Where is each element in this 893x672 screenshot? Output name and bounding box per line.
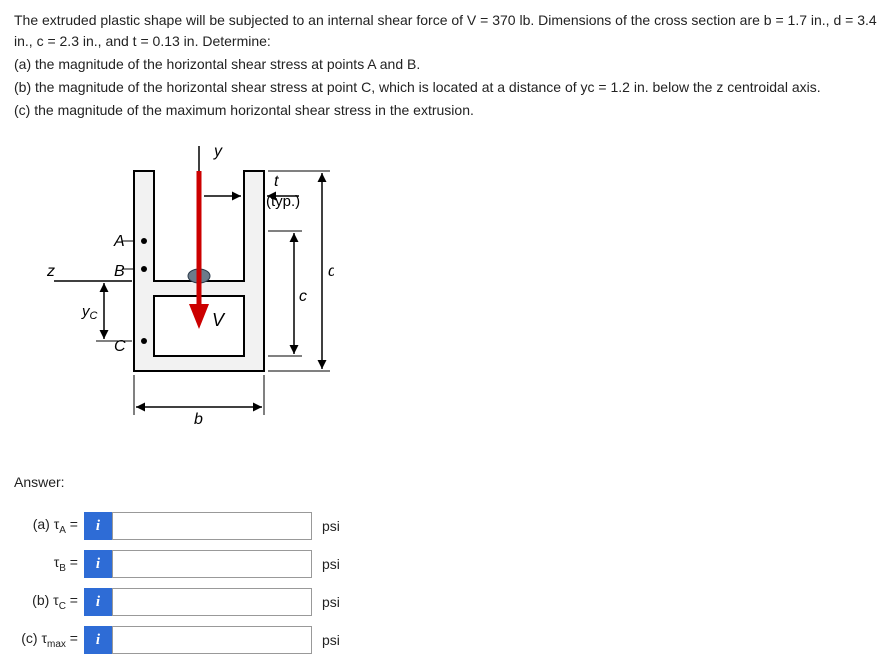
problem-line-1: The extruded plastic shape will be subje…: [14, 10, 879, 52]
label-tauC: (b) τC =: [14, 592, 84, 612]
V-label: V: [212, 310, 226, 330]
info-icon[interactable]: i: [84, 626, 112, 654]
input-tauB[interactable]: [112, 550, 312, 578]
problem-statement: The extruded plastic shape will be subje…: [14, 10, 879, 121]
input-tauC[interactable]: [112, 588, 312, 616]
label-tauA: (a) τA =: [14, 516, 84, 536]
answer-section: Answer: (a) τA = i psi τB = i psi (b) τC…: [14, 474, 879, 656]
yc-label: yC: [81, 303, 98, 322]
problem-line-a: (a) the magnitude of the horizontal shea…: [14, 54, 879, 75]
cross-section-svg: y z t (typ.) A B C yC V c d: [44, 141, 334, 441]
unit-taumax: psi: [322, 632, 340, 648]
answer-row-tauC: (b) τC = i psi: [14, 586, 879, 618]
input-taumax[interactable]: [112, 626, 312, 654]
problem-line-b: (b) the magnitude of the horizontal shea…: [14, 77, 879, 98]
t-label: t: [274, 173, 279, 190]
unit-tauC: psi: [322, 594, 340, 610]
answer-row-taumax: (c) τmax = i psi: [14, 624, 879, 656]
info-icon[interactable]: i: [84, 550, 112, 578]
unit-tauA: psi: [322, 518, 340, 534]
d-label: d: [328, 263, 334, 280]
typ-label: (typ.): [266, 193, 300, 210]
diagram: y z t (typ.) A B C yC V c d: [44, 141, 879, 444]
unit-tauB: psi: [322, 556, 340, 572]
point-B-label: B: [114, 263, 125, 280]
input-tauA[interactable]: [112, 512, 312, 540]
answer-row-tauA: (a) τA = i psi: [14, 510, 879, 542]
point-A-dot: [141, 238, 147, 244]
c-label: c: [299, 288, 307, 305]
y-label: y: [213, 143, 223, 160]
info-icon[interactable]: i: [84, 588, 112, 616]
point-C-dot: [141, 338, 147, 344]
b-label: b: [194, 411, 203, 428]
answer-row-tauB: τB = i psi: [14, 548, 879, 580]
label-taumax: (c) τmax =: [14, 630, 84, 650]
info-icon[interactable]: i: [84, 512, 112, 540]
z-label: z: [46, 263, 55, 280]
point-B-dot: [141, 266, 147, 272]
label-tauB: τB =: [14, 554, 84, 574]
answer-heading: Answer:: [14, 474, 879, 490]
problem-line-c: (c) the magnitude of the maximum horizon…: [14, 100, 879, 121]
